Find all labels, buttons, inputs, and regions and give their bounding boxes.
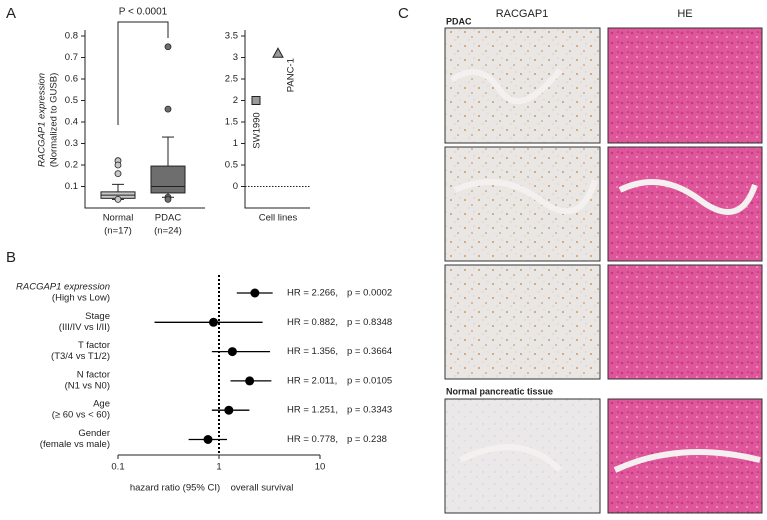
row-label: Stage xyxy=(85,311,110,322)
y-tick-label: 1.5 xyxy=(225,117,238,128)
estimate xyxy=(227,347,237,357)
x-tick-label: PDAC xyxy=(155,213,182,224)
panel-label: C xyxy=(398,5,409,22)
y-tick-label: 2 xyxy=(233,95,238,106)
row-label: Age xyxy=(93,399,110,410)
p-label: p = 0.8348 xyxy=(347,317,392,328)
x-tick-label: 0.1 xyxy=(111,462,124,473)
x-tick-sublabel: (n=24) xyxy=(154,226,182,237)
row-label: T factor xyxy=(78,340,110,351)
outlier xyxy=(114,161,122,169)
row-label: (III/IV vs I/II) xyxy=(59,322,110,333)
y-tick-label: 0.7 xyxy=(65,52,78,63)
estimate xyxy=(245,376,255,386)
x-axis-label: overall survival xyxy=(231,483,294,494)
y-tick-label: 1 xyxy=(233,138,238,149)
y-tick-label: 0.2 xyxy=(65,160,78,171)
column-header: HE xyxy=(677,8,692,20)
y-tick-label: 0.6 xyxy=(65,74,78,85)
value-label: HR = 2.266, xyxy=(287,288,338,299)
y-tick-label: 0.5 xyxy=(225,160,238,171)
outlier xyxy=(164,105,172,113)
p-label: p = 0.0002 xyxy=(347,288,392,299)
panel-label: B xyxy=(6,249,16,266)
annotation: P < 0.0001 xyxy=(119,7,168,18)
histology-images xyxy=(444,27,763,514)
x-axis-label: hazard ratio (95% CI) xyxy=(130,483,220,494)
point-label: SW1990 xyxy=(252,112,263,148)
tissue-gap xyxy=(450,68,761,473)
row-label: (High vs Low) xyxy=(52,293,110,304)
outlier xyxy=(164,43,172,51)
y-axis-label: (Normalized to GUSB) xyxy=(49,73,60,168)
y-tick-label: 2.5 xyxy=(225,74,238,85)
y-tick-label: 3.5 xyxy=(225,31,238,42)
row-label: (T3/4 vs T1/2) xyxy=(51,351,110,362)
panel-label: A xyxy=(6,5,16,22)
estimate xyxy=(250,288,260,298)
ihc-image xyxy=(444,146,601,262)
group-label: Normal pancreatic tissue xyxy=(446,386,553,396)
p-label: p = 0.3664 xyxy=(347,346,392,357)
x-tick-label: 1 xyxy=(216,462,221,473)
he-image xyxy=(607,27,763,144)
he-image xyxy=(607,264,763,380)
column-header: RACGAP1 xyxy=(496,8,549,20)
row-label: RACGAP1 expression xyxy=(16,282,110,293)
x-tick-label: 10 xyxy=(315,462,326,473)
p-label: p = 0.0105 xyxy=(347,375,392,386)
value-label: HR = 1.356, xyxy=(287,346,338,357)
he-image xyxy=(607,146,763,262)
row-label: (N1 vs N0) xyxy=(65,380,110,391)
y-tick-label: 0.3 xyxy=(65,138,78,149)
significance-bracket xyxy=(117,21,169,125)
p-label: p = 0.238 xyxy=(347,434,387,445)
y-axis-label: RACGAP1 expression xyxy=(37,73,48,167)
box xyxy=(150,165,186,194)
row-label: (≥ 60 vs < 60) xyxy=(52,410,110,421)
outlier xyxy=(114,195,122,203)
axis xyxy=(84,30,205,209)
x-tick-label: Normal xyxy=(103,213,134,224)
group-label: PDAC xyxy=(446,16,472,26)
point-label: PANC-1 xyxy=(286,58,297,92)
axis xyxy=(244,30,310,209)
value-label: HR = 0.778, xyxy=(287,434,338,445)
row-label: Gender xyxy=(78,428,110,439)
value-label: HR = 1.251, xyxy=(287,405,338,416)
y-tick-label: 0.1 xyxy=(65,181,78,192)
row-label: N factor xyxy=(77,369,110,380)
value-label: HR = 2.011, xyxy=(287,375,337,386)
estimate xyxy=(224,405,234,415)
y-tick-label: 0.4 xyxy=(65,117,78,128)
p-label: p = 0.3343 xyxy=(347,405,392,416)
y-tick-label: 3 xyxy=(233,52,238,63)
point xyxy=(272,47,284,58)
estimate xyxy=(203,435,213,444)
estimate xyxy=(208,317,218,327)
y-tick-label: 0 xyxy=(233,181,238,192)
ihc-image xyxy=(444,264,601,380)
value-label: HR = 0.882, xyxy=(287,317,338,328)
y-tick-label: 0.5 xyxy=(65,95,78,106)
x-axis-label: Cell lines xyxy=(259,213,298,224)
ihc-image xyxy=(444,27,601,144)
y-tick-label: 0.8 xyxy=(65,31,78,42)
outlier xyxy=(164,195,172,203)
x-tick-sublabel: (n=17) xyxy=(104,226,132,237)
outlier xyxy=(114,170,122,178)
point xyxy=(251,96,261,105)
row-label: (female vs male) xyxy=(40,439,110,450)
